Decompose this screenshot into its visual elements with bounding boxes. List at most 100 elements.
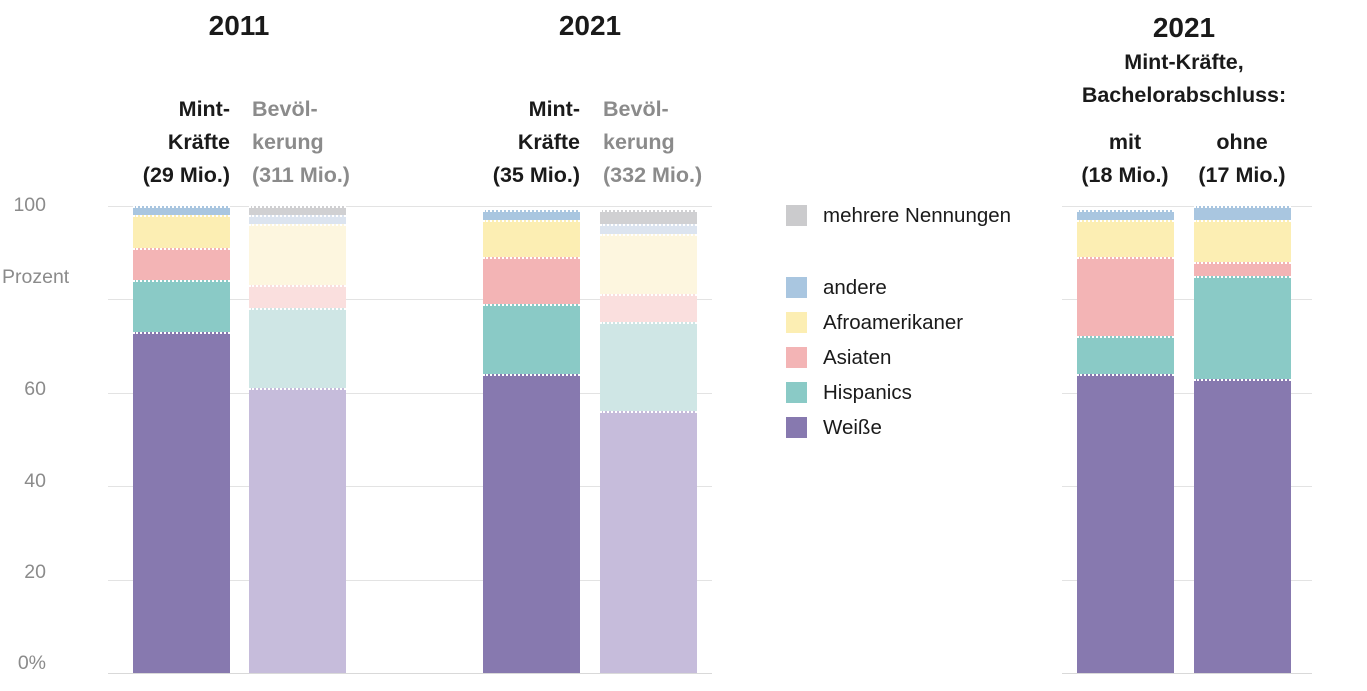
bar-segment-hispanics bbox=[1194, 275, 1291, 379]
group-subtitle-line: Mint-Kräfte, bbox=[1124, 50, 1244, 74]
bar-segment-hispanics bbox=[249, 308, 346, 388]
legend-item-afroamerikaner: Afroamerikaner bbox=[786, 311, 1013, 340]
column-header-line: ohne bbox=[1216, 130, 1268, 154]
y-axis-tick-label: 60 bbox=[24, 378, 46, 400]
bar-segment-afroamerikaner bbox=[1194, 219, 1291, 262]
bar-segment-andere bbox=[249, 214, 346, 225]
bar-segment-hispanics bbox=[1077, 336, 1174, 374]
column-header-line: Mint- bbox=[178, 97, 230, 121]
column-header-line: (29 Mio.) bbox=[142, 163, 230, 187]
y-axis-tick-label: 40 bbox=[24, 470, 46, 492]
y-axis-tick-label: 0% bbox=[17, 652, 46, 674]
bar-segment-afroamerikaner bbox=[133, 214, 230, 248]
stacked-bar-column-ohne-bachelor bbox=[1194, 205, 1291, 673]
column-header-line: Mint- bbox=[528, 97, 580, 121]
column-header-mint-2011: Mint- Kräfte (29 Mio.) bbox=[143, 93, 230, 192]
gridline-80-left bbox=[108, 299, 712, 300]
column-header-line: (332 Mio.) bbox=[603, 163, 703, 187]
legend-color-swatch bbox=[786, 347, 807, 368]
column-header-mint-2021: Mint- Kräfte (35 Mio.) bbox=[493, 93, 580, 192]
stacked-bar-column-bevoelkerung-2021 bbox=[600, 210, 697, 673]
stacked-bar-column-mit-bachelor bbox=[1077, 210, 1174, 673]
legend-item-hispanics: Hispanics bbox=[786, 381, 1013, 410]
bar-segment-weisse bbox=[133, 331, 230, 673]
bar-segment-asiaten bbox=[1077, 256, 1174, 337]
column-header-line: kerung bbox=[252, 130, 324, 154]
gridline-100-left bbox=[108, 206, 712, 207]
bar-segment-weisse bbox=[600, 411, 697, 673]
gridline-20-left bbox=[108, 580, 712, 581]
gridline-20-right bbox=[1062, 580, 1312, 581]
legend-color-swatch bbox=[786, 312, 807, 333]
group-title-2: 2021 bbox=[420, 8, 760, 44]
gridline-0-right bbox=[1062, 673, 1312, 674]
legend-color-swatch bbox=[786, 382, 807, 403]
gridline-0-left bbox=[108, 673, 712, 674]
bar-segment-afroamerikaner bbox=[483, 219, 580, 257]
bar-segment-asiaten bbox=[600, 294, 697, 323]
column-header-line: Kräfte bbox=[517, 130, 580, 154]
gridline-60-right bbox=[1062, 393, 1312, 394]
gridline-40-right bbox=[1062, 486, 1312, 487]
group-year-label: 2011 bbox=[208, 10, 270, 41]
gridline-60-left bbox=[108, 393, 712, 394]
legend-item-label: mehrere Nennungen bbox=[823, 204, 1012, 227]
bar-segment-weisse bbox=[1194, 378, 1291, 673]
legend-color-swatch bbox=[786, 417, 807, 438]
bar-segment-weisse bbox=[1077, 373, 1174, 673]
bar-segment-andere bbox=[483, 210, 580, 220]
legend-color-swatch bbox=[786, 205, 807, 226]
column-header-line: Bevöl- bbox=[252, 97, 318, 121]
bar-segment-asiaten bbox=[249, 284, 346, 309]
stacked-bar-column-mint-2011 bbox=[133, 205, 230, 673]
group-title-1: 2011 bbox=[69, 8, 409, 44]
bar-segment-afroamerikaner bbox=[249, 224, 346, 285]
column-header-line: (311 Mio.) bbox=[252, 163, 350, 187]
bar-segment-asiaten bbox=[133, 247, 230, 281]
bar-segment-andere bbox=[133, 205, 230, 215]
column-header-bevoelkerung-2021: Bevöl-kerung (332 Mio.) bbox=[603, 93, 702, 192]
stacked-bar-column-mint-2021 bbox=[483, 210, 580, 673]
legend-item-label: andere bbox=[823, 276, 887, 299]
y-axis-title: Prozent bbox=[2, 266, 70, 288]
bar-segment-mehrere_nennungen bbox=[249, 205, 346, 215]
group-year-label: 2021 bbox=[1152, 12, 1216, 43]
legend-color-swatch bbox=[786, 277, 807, 298]
column-header-line: (18 Mio.) bbox=[1081, 163, 1169, 187]
gridline-100-right bbox=[1062, 206, 1312, 207]
column-header-ohne-bachelor: ohne (17 Mio.) bbox=[1132, 126, 1352, 192]
group-subtitle-line: Bachelorabschluss: bbox=[1081, 83, 1287, 107]
y-axis-tick-label: 100 bbox=[13, 194, 46, 216]
bar-segment-andere bbox=[1194, 205, 1291, 220]
group-year-label: 2021 bbox=[558, 10, 622, 41]
bar-segment-weisse bbox=[249, 387, 346, 673]
legend-item-label: Weiße bbox=[823, 416, 882, 439]
stacked-bar-column-bevoelkerung-2011 bbox=[249, 205, 346, 673]
column-header-line: Bevöl- bbox=[603, 97, 669, 121]
bar-segment-asiaten bbox=[1194, 261, 1291, 276]
bar-segment-asiaten bbox=[483, 256, 580, 304]
bar-segment-weisse bbox=[483, 373, 580, 673]
column-header-bevoelkerung-2011: Bevöl-kerung (311 Mio.) bbox=[252, 93, 350, 192]
bar-segment-afroamerikaner bbox=[1077, 219, 1174, 257]
bar-segment-hispanics bbox=[600, 322, 697, 412]
bar-segment-mehrere_nennungen bbox=[600, 210, 697, 225]
column-header-mit-bachelor: mit (18 Mio.) bbox=[1015, 126, 1235, 192]
legend-item-andere: andere bbox=[786, 276, 1013, 305]
legend-item-label: Hispanics bbox=[823, 381, 912, 404]
legend-item-asiaten: Asiaten bbox=[786, 346, 1013, 375]
y-axis-tick-label: 20 bbox=[24, 561, 46, 583]
bar-segment-hispanics bbox=[133, 280, 230, 332]
column-header-line: kerung bbox=[603, 130, 675, 154]
bar-segment-andere bbox=[600, 224, 697, 234]
legend-item-label: Afroamerikaner bbox=[823, 311, 964, 334]
legend-item-weisse: Weiße bbox=[786, 416, 1013, 445]
bar-segment-andere bbox=[1077, 210, 1174, 220]
gridline-40-left bbox=[108, 486, 712, 487]
column-header-line: mit bbox=[1108, 130, 1142, 154]
bar-segment-afroamerikaner bbox=[600, 233, 697, 295]
gridline-80-right bbox=[1062, 299, 1312, 300]
legend-item-mehrere_nennungen: mehrere Nennungen bbox=[786, 204, 1013, 233]
column-header-line: (35 Mio.) bbox=[492, 163, 580, 187]
